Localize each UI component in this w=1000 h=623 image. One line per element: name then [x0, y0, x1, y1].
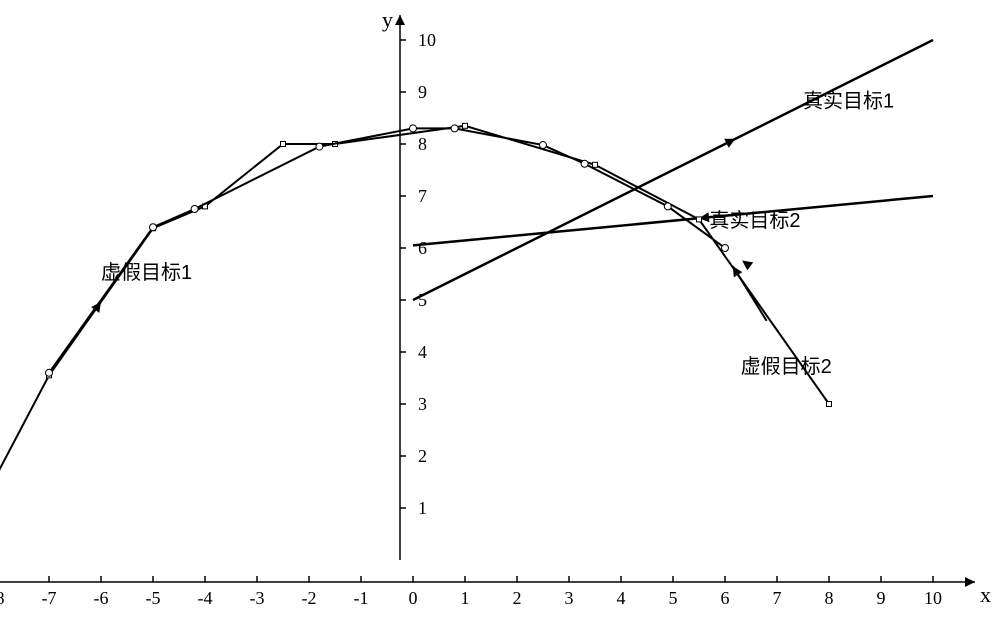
y-tick-label: 4: [418, 342, 427, 362]
annotation-label_real_2: 真实目标2: [709, 209, 800, 232]
marker-square-icon: [281, 142, 286, 147]
x-tick-label: -5: [146, 588, 161, 608]
marker-circle-icon: [581, 160, 588, 167]
x-axis-label: x: [980, 582, 991, 607]
series-real_target_1: [413, 40, 933, 300]
marker-circle-icon: [46, 369, 53, 376]
y-tick-label: 3: [418, 394, 427, 414]
x-tick-label: 7: [773, 588, 782, 608]
y-tick-label: 6: [418, 238, 427, 258]
chart-svg: 12345678910y-8-7-6-5-4-3-2-1012345678910…: [0, 0, 1000, 623]
marker-circle-icon: [316, 143, 323, 150]
y-tick-label: 2: [418, 446, 427, 466]
y-tick-label: 9: [418, 82, 427, 102]
marker-circle-icon: [191, 206, 198, 213]
y-tick-label: 8: [418, 134, 427, 154]
marker-circle-icon: [664, 203, 671, 210]
x-tick-label: -6: [94, 588, 109, 608]
x-tick-label: -8: [0, 588, 5, 608]
x-tick-label: 6: [721, 588, 730, 608]
series-false_target_2: [49, 128, 725, 372]
marker-square-icon: [827, 402, 832, 407]
annotation-label_real_1: 真实目标1: [803, 90, 894, 113]
marker-circle-icon: [540, 142, 547, 149]
x-tick-label: 2: [513, 588, 522, 608]
x-tick-label: 9: [877, 588, 886, 608]
x-tick-label: -7: [42, 588, 57, 608]
marker-circle-icon: [150, 224, 157, 231]
annotation-label_false_2: 虚假目标2: [741, 355, 832, 378]
x-tick-label: 1: [461, 588, 470, 608]
marker-square-icon: [697, 217, 702, 222]
arrow-head: [395, 15, 405, 25]
x-tick-label: 3: [565, 588, 574, 608]
x-tick-label: 8: [825, 588, 834, 608]
x-tick-label: 4: [617, 588, 626, 608]
y-tick-label: 1: [418, 498, 427, 518]
marker-circle-icon: [410, 125, 417, 132]
arrow-head: [742, 260, 753, 270]
chart-container: 12345678910y-8-7-6-5-4-3-2-1012345678910…: [0, 0, 1000, 623]
x-tick-label: -3: [250, 588, 265, 608]
x-tick-label: 0: [409, 588, 418, 608]
series-real_target_2: [413, 196, 933, 245]
marker-square-icon: [463, 123, 468, 128]
y-tick-label: 10: [418, 30, 436, 50]
x-tick-label: 10: [924, 588, 942, 608]
arrow-head: [965, 577, 975, 587]
x-tick-label: -4: [198, 588, 213, 608]
marker-circle-icon: [722, 245, 729, 252]
y-axis-label: y: [382, 7, 393, 32]
x-tick-label: -1: [354, 588, 369, 608]
x-tick-label: 5: [669, 588, 678, 608]
marker-square-icon: [593, 162, 598, 167]
y-tick-label: 7: [418, 186, 427, 206]
x-tick-label: -2: [302, 588, 317, 608]
marker-circle-icon: [451, 125, 458, 132]
annotation-label_false_1: 虚假目标1: [101, 261, 192, 284]
